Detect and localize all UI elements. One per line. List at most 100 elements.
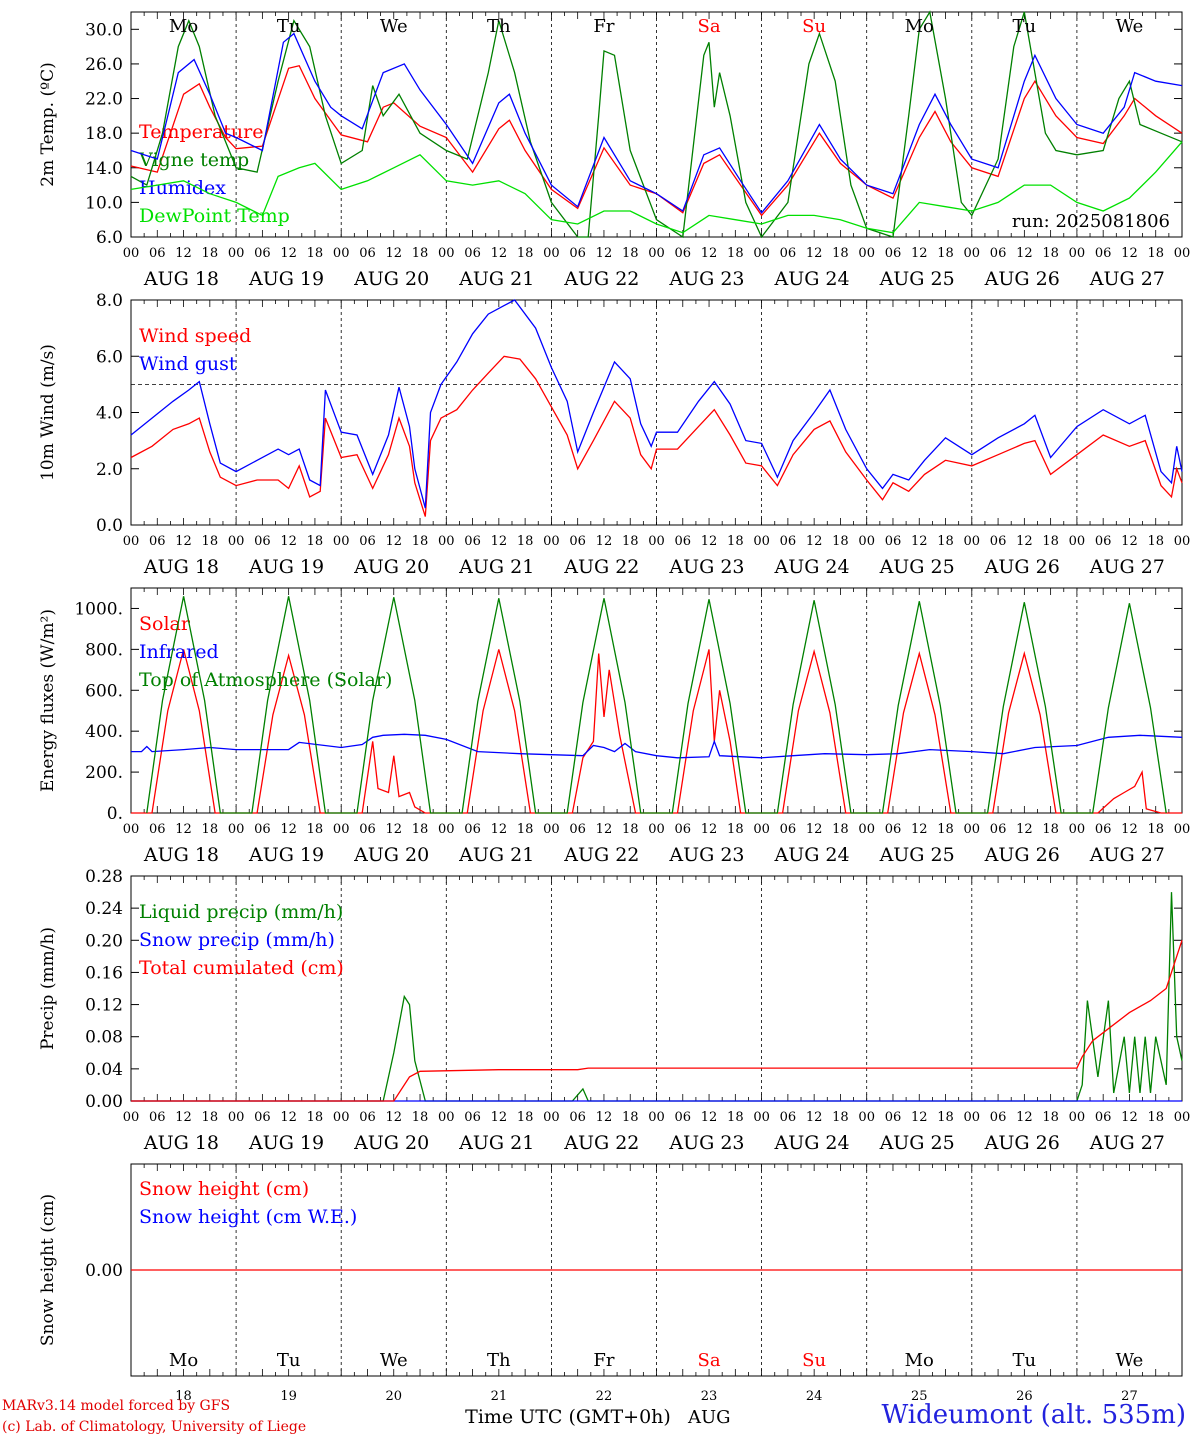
series-line-top-of-atmosphere-solar- bbox=[146, 596, 1167, 814]
day-label: AUG 23 bbox=[668, 556, 744, 578]
legend-entry: Wind speed bbox=[139, 325, 251, 347]
hour-label: 18 bbox=[727, 534, 744, 549]
day-label: AUG 26 bbox=[984, 556, 1060, 578]
hour-label: 18 bbox=[1042, 822, 1059, 837]
hour-label: 12 bbox=[1121, 1110, 1138, 1125]
legend-entry: Vigne temp bbox=[138, 149, 249, 171]
hour-label: 12 bbox=[280, 1110, 297, 1125]
hour-label: 18 bbox=[937, 534, 954, 549]
y-axis-title: 2m Temp. (ºC) bbox=[38, 62, 58, 187]
day-label: AUG 24 bbox=[773, 1132, 849, 1154]
day-label: AUG 27 bbox=[1089, 268, 1165, 290]
series-line-infrared bbox=[131, 733, 1183, 759]
hour-label: 06 bbox=[569, 534, 586, 549]
hour-label: 18 bbox=[412, 246, 429, 261]
hour-label: 12 bbox=[701, 1110, 718, 1125]
hour-label: 06 bbox=[675, 822, 692, 837]
day-label: AUG 26 bbox=[984, 268, 1060, 290]
hour-label: 18 bbox=[937, 246, 954, 261]
hour-label: 00 bbox=[228, 822, 245, 837]
hour-label: 06 bbox=[780, 534, 797, 549]
hour-label: 00 bbox=[1069, 534, 1086, 549]
hour-label: 00 bbox=[228, 1110, 245, 1125]
y-tick-label: 18.0 bbox=[85, 124, 123, 144]
y-tick-label: 0.00 bbox=[85, 1092, 123, 1112]
hour-label: 06 bbox=[885, 822, 902, 837]
day-label: AUG 19 bbox=[248, 268, 324, 290]
hour-label: 12 bbox=[175, 246, 192, 261]
series-line-temperature bbox=[130, 64, 1183, 217]
legend-entry: DewPoint Temp bbox=[139, 205, 290, 227]
day-number: 19 bbox=[280, 1389, 297, 1404]
hour-label: 18 bbox=[307, 822, 324, 837]
hour-label: 06 bbox=[359, 1110, 376, 1125]
plot-frame bbox=[130, 587, 1183, 814]
day-label: AUG 24 bbox=[773, 556, 849, 578]
legend-entry: Liquid precip (mm/h) bbox=[139, 901, 343, 923]
hour-label: 06 bbox=[780, 822, 797, 837]
month-label: AUG bbox=[687, 1407, 731, 1428]
legend-entry: Humidex bbox=[139, 177, 226, 199]
day-label: AUG 18 bbox=[143, 556, 219, 578]
hour-label: 06 bbox=[464, 1110, 481, 1125]
hour-label: 18 bbox=[622, 822, 639, 837]
day-label: AUG 18 bbox=[143, 268, 219, 290]
y-tick-label: 6.0 bbox=[96, 347, 123, 367]
hour-label: 06 bbox=[359, 822, 376, 837]
day-label: AUG 25 bbox=[879, 844, 955, 866]
hour-label: 18 bbox=[622, 534, 639, 549]
hour-label: 06 bbox=[254, 246, 271, 261]
hour-label: 00 bbox=[753, 246, 770, 261]
hour-label: 12 bbox=[1121, 246, 1138, 261]
hour-label: 12 bbox=[280, 534, 297, 549]
weekday-label: Sa bbox=[698, 16, 721, 37]
weekday-label: We bbox=[1116, 16, 1144, 37]
hour-label: 06 bbox=[149, 822, 166, 837]
day-label: AUG 18 bbox=[143, 1132, 219, 1154]
y-axis-title: Precip (mm/h) bbox=[38, 927, 58, 1050]
hour-label: 06 bbox=[464, 822, 481, 837]
hour-label: 06 bbox=[675, 534, 692, 549]
hour-label: 18 bbox=[1147, 534, 1164, 549]
hour-label: 00 bbox=[123, 822, 140, 837]
hour-label: 00 bbox=[543, 822, 560, 837]
weekday-label: Mo bbox=[905, 1350, 934, 1371]
panel-precip: 0.00 0.04 0.08 0.12 0.16 0.20 0.24 0.28 Precip (… bbox=[38, 867, 1190, 1154]
hour-label: 18 bbox=[727, 246, 744, 261]
hour-label: 06 bbox=[359, 246, 376, 261]
hour-label: 12 bbox=[1016, 534, 1033, 549]
hour-label: 00 bbox=[858, 822, 875, 837]
day-number: 25 bbox=[911, 1389, 928, 1404]
series-line-wind-speed bbox=[130, 355, 1183, 517]
hour-label: 00 bbox=[333, 822, 350, 837]
hour-label: 12 bbox=[911, 534, 928, 549]
weekday-label: Th bbox=[487, 1350, 511, 1371]
day-number: 20 bbox=[385, 1389, 402, 1404]
hour-label: 00 bbox=[648, 822, 665, 837]
hour-label: 00 bbox=[648, 246, 665, 261]
hour-label: 06 bbox=[780, 246, 797, 261]
y-tick-label: 200. bbox=[85, 763, 123, 783]
series-line-total-cumulated-cm- bbox=[131, 940, 1183, 1102]
hour-label: 00 bbox=[123, 1110, 140, 1125]
day-label: AUG 25 bbox=[879, 1132, 955, 1154]
hour-label: 18 bbox=[202, 822, 219, 837]
hour-label: 00 bbox=[858, 246, 875, 261]
y-tick-label: 0. bbox=[107, 804, 123, 824]
day-number: 27 bbox=[1121, 1389, 1138, 1404]
hour-label: 18 bbox=[1042, 534, 1059, 549]
hour-label: 06 bbox=[149, 246, 166, 261]
hour-label: 06 bbox=[990, 534, 1007, 549]
day-label: AUG 27 bbox=[1089, 556, 1165, 578]
hour-label: 06 bbox=[990, 246, 1007, 261]
day-label: AUG 26 bbox=[984, 1132, 1060, 1154]
day-label: AUG 26 bbox=[984, 844, 1060, 866]
hour-label: 18 bbox=[1147, 822, 1164, 837]
hour-label: 00 bbox=[964, 822, 981, 837]
hour-label: 12 bbox=[701, 534, 718, 549]
day-number: 18 bbox=[175, 1389, 192, 1404]
hour-label: 18 bbox=[1147, 246, 1164, 261]
hour-label: 00 bbox=[333, 1110, 350, 1125]
hour-label: 18 bbox=[307, 534, 324, 549]
